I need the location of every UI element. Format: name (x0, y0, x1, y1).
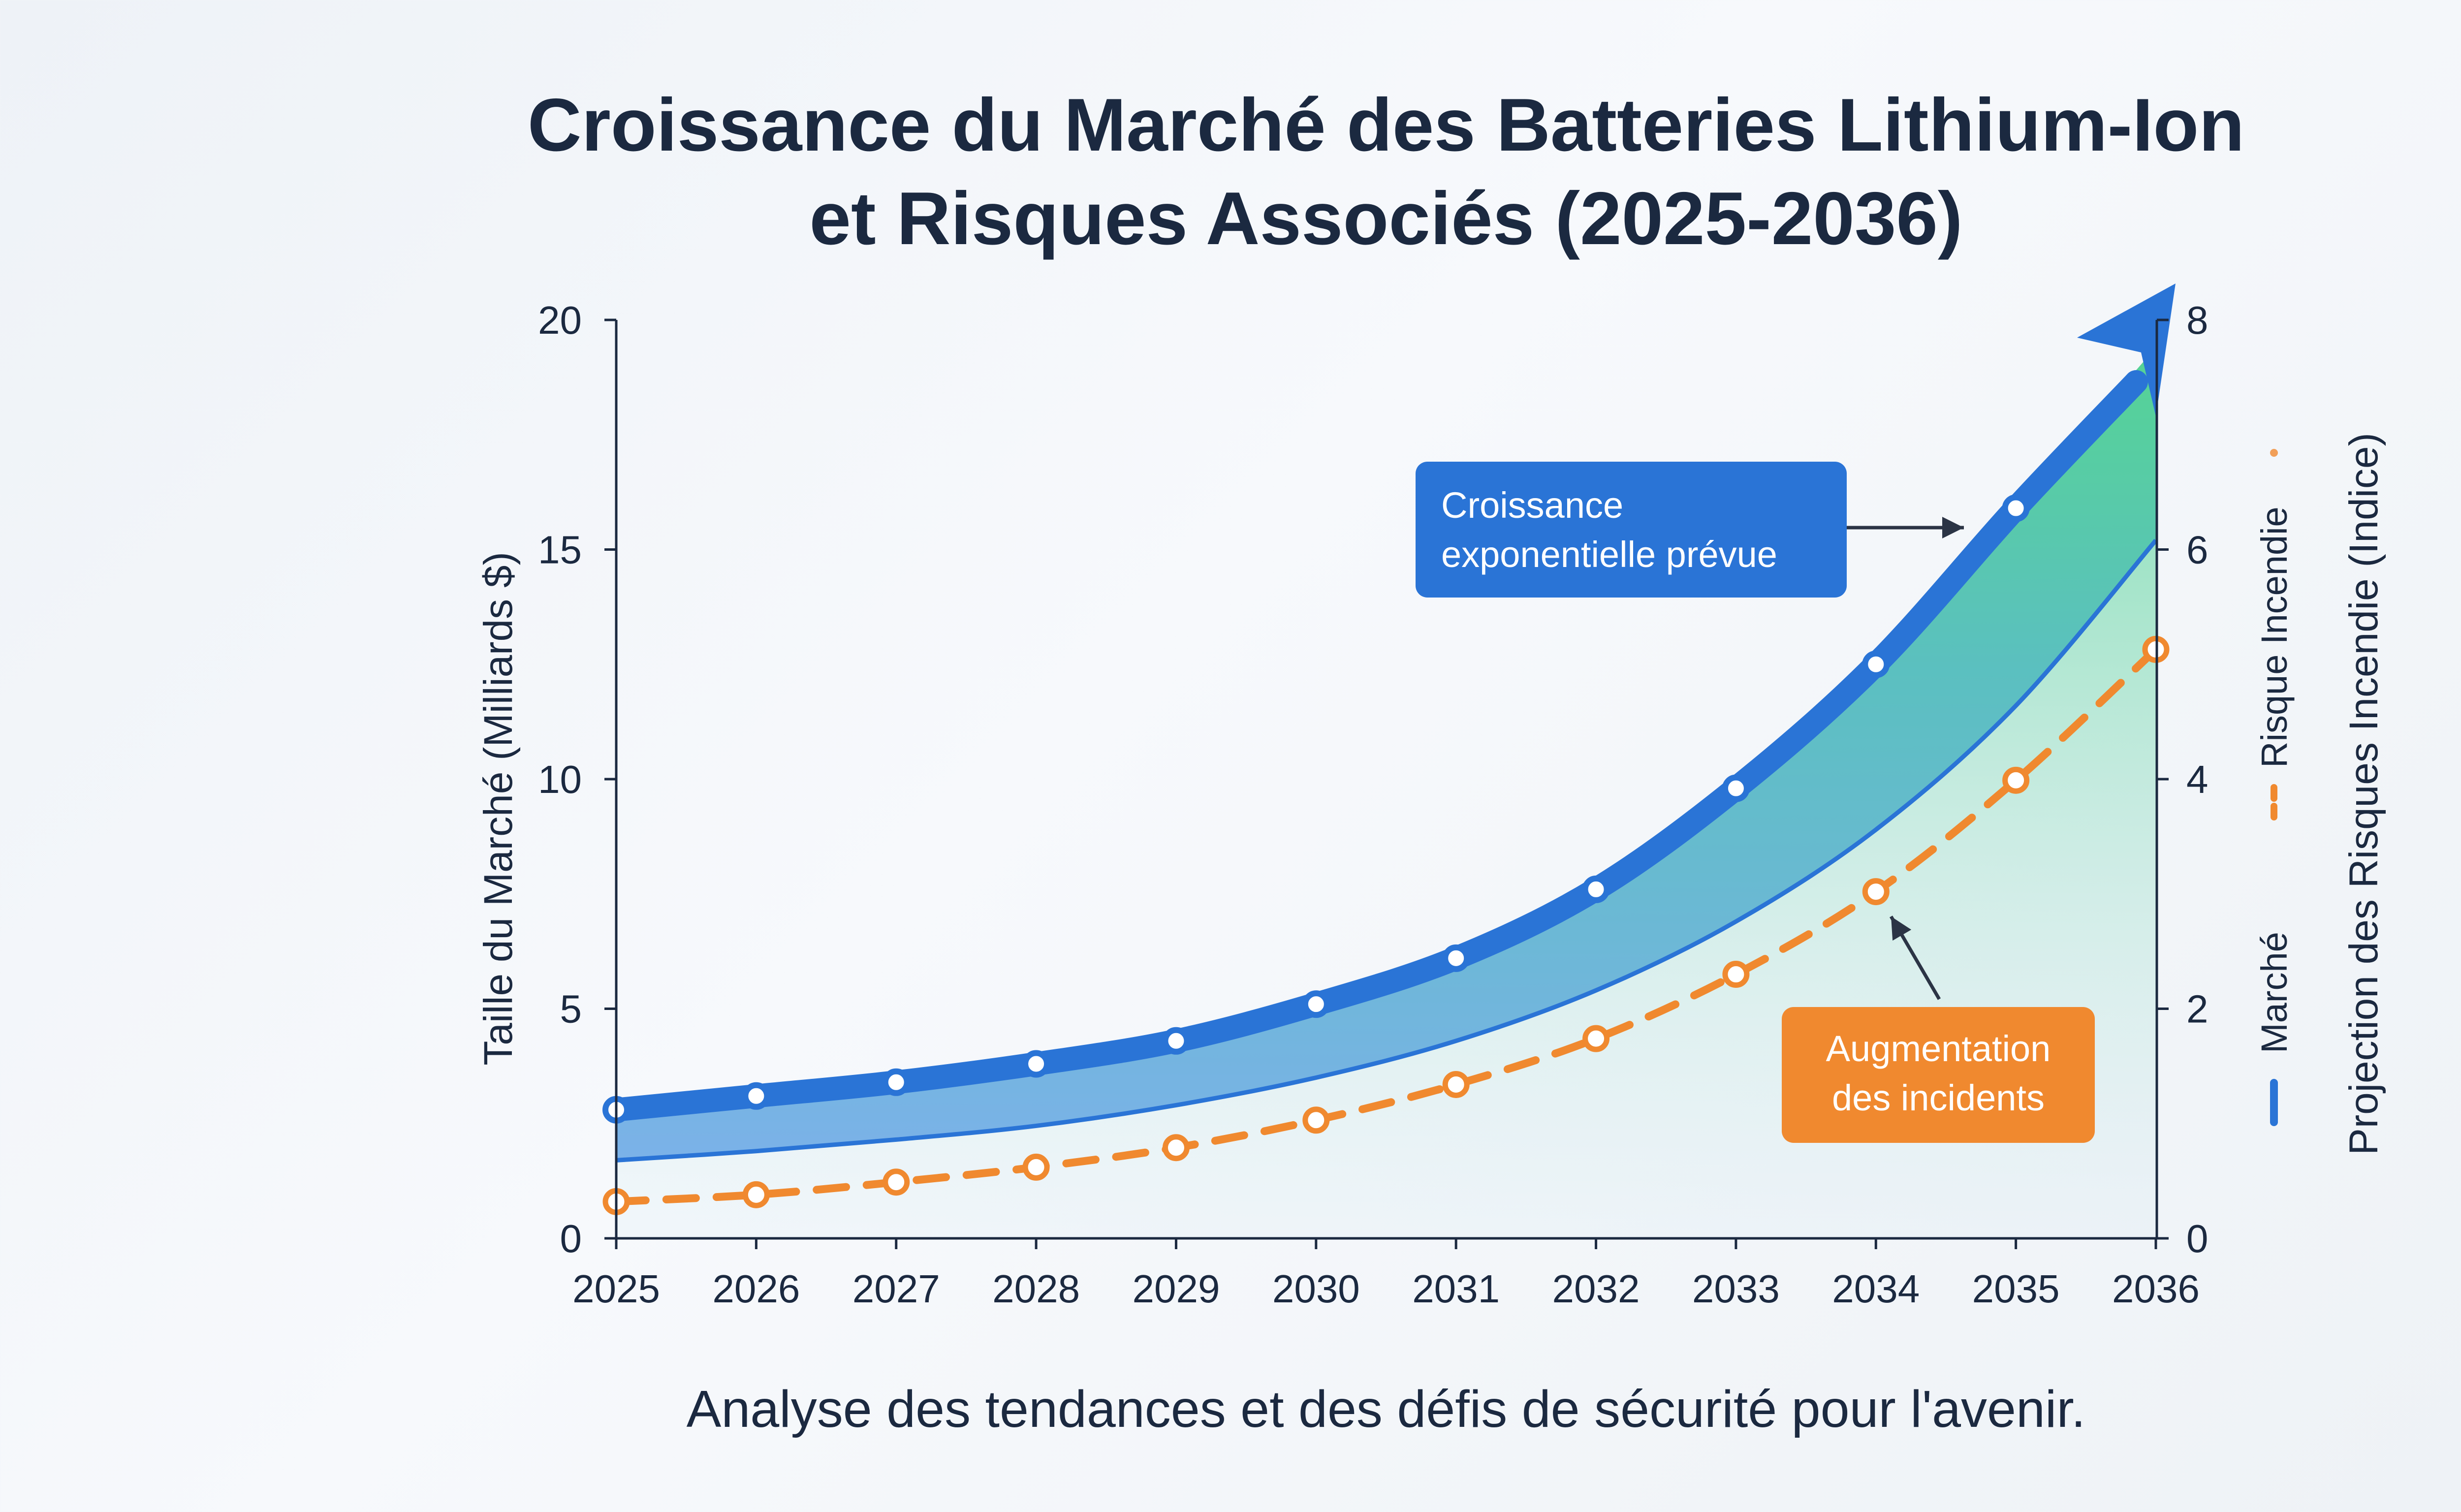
risk-point-2026 (742, 1181, 770, 1208)
risk-point-2028 (1022, 1153, 1050, 1181)
x-tick-label-2033: 2033 (1692, 1267, 1780, 1311)
annotations: Croissance exponentielle prévue Augmentati… (1416, 462, 2095, 1143)
y-right-tick-label-6: 6 (2186, 528, 2209, 572)
x-tick-label-2034: 2034 (1832, 1267, 1920, 1311)
market-point-2032 (1582, 875, 1610, 903)
callout-box-0 (1416, 462, 1847, 598)
x-tick-label-2026: 2026 (712, 1267, 800, 1311)
legend-dot-risk (2270, 449, 2278, 457)
y-left-tick-label-5: 5 (560, 987, 582, 1031)
x-tick-label-2035: 2035 (1972, 1267, 2060, 1311)
risk-point-2034 (1862, 878, 1890, 906)
market-point-2029 (1162, 1027, 1190, 1055)
legend-label-risk: Risque Incendie (2254, 506, 2295, 768)
under-band-area (616, 540, 2156, 1238)
callout-arrow-head-1 (1891, 916, 1912, 941)
y-left-tick-label-10: 10 (538, 757, 582, 801)
y-right-tick-label-2: 2 (2186, 987, 2209, 1031)
y-left-axis-title: Taille du Marché (Milliards $) (476, 552, 521, 1066)
market-point-2031 (1442, 944, 1470, 972)
x-tick-label-2025: 2025 (572, 1267, 660, 1311)
market-point-2030 (1302, 990, 1330, 1018)
y-right-tick-label-8: 8 (2186, 298, 2209, 342)
x-tick-label-2036: 2036 (2112, 1267, 2200, 1311)
y-left-tick-label-0: 0 (560, 1217, 582, 1260)
chart-subtitle: Analyse des tendances et des défis de sé… (686, 1380, 2086, 1438)
y-right-axis-title: Projection des Risques Incendie (Indice) (2341, 433, 2386, 1155)
risk-point-2033 (1722, 961, 1750, 988)
risk-point-2035 (2002, 766, 2030, 794)
risk-point-2030 (1302, 1106, 1330, 1134)
legend: Marché Risque Incendie (2254, 449, 2295, 1126)
legend-label-market: Marché (2254, 932, 2295, 1053)
x-tick-label-2028: 2028 (992, 1267, 1080, 1311)
callout-arrow-head-0 (1942, 517, 1964, 538)
x-tick-label-2032: 2032 (1552, 1267, 1640, 1311)
market-arrowhead (2077, 283, 2176, 416)
market-point-2033 (1722, 774, 1750, 802)
x-tick-label-2030: 2030 (1272, 1267, 1360, 1311)
callout-text-0-1: exponentielle prévue (1441, 534, 1777, 575)
market-point-2028 (1022, 1050, 1050, 1078)
y-left-tick-label-15: 15 (538, 528, 582, 572)
axis-labels: 0 5 10 15 20 0 2 4 6 8 2025 2026 2027 2028 2029 2030 203… (476, 298, 2386, 1311)
risk-point-2029 (1162, 1134, 1190, 1162)
x-tick-label-2027: 2027 (852, 1267, 940, 1311)
y-right-tick-label-4: 4 (2186, 757, 2209, 801)
axes (604, 318, 2169, 1249)
plot-area (602, 283, 2176, 1238)
chart-title-line-1: Croissance du Marché des Batteries Lithi… (527, 83, 2245, 167)
callout-0: Croissance exponentielle prévue (1416, 462, 1964, 598)
market-point-2034 (1862, 650, 1890, 678)
callout-text-1-1: des incidents (1832, 1077, 2045, 1118)
y-right-tick-label-0: 0 (2186, 1217, 2209, 1260)
market-point-2026 (742, 1082, 770, 1110)
x-tick-label-2031: 2031 (1412, 1267, 1500, 1311)
chart-title-line-2: et Risques Associés (2025-2036) (809, 177, 1963, 260)
callout-box-1 (1782, 1007, 2095, 1143)
callout-text-0-0: Croissance (1441, 485, 1623, 526)
market-point-2035 (2002, 494, 2030, 522)
market-band-area (616, 347, 2156, 1161)
callout-text-1-0: Augmentation (1826, 1028, 2051, 1069)
risk-point-2031 (1442, 1071, 1470, 1098)
market-point-2027 (882, 1068, 910, 1096)
market-lower-line (616, 538, 2158, 1163)
x-tick-label-2029: 2029 (1132, 1267, 1220, 1311)
y-left-tick-label-20: 20 (538, 298, 582, 342)
risk-point-2032 (1582, 1025, 1610, 1052)
callout-1: Augmentation des incidents (1782, 915, 2095, 1143)
risk-point-2027 (883, 1168, 910, 1196)
